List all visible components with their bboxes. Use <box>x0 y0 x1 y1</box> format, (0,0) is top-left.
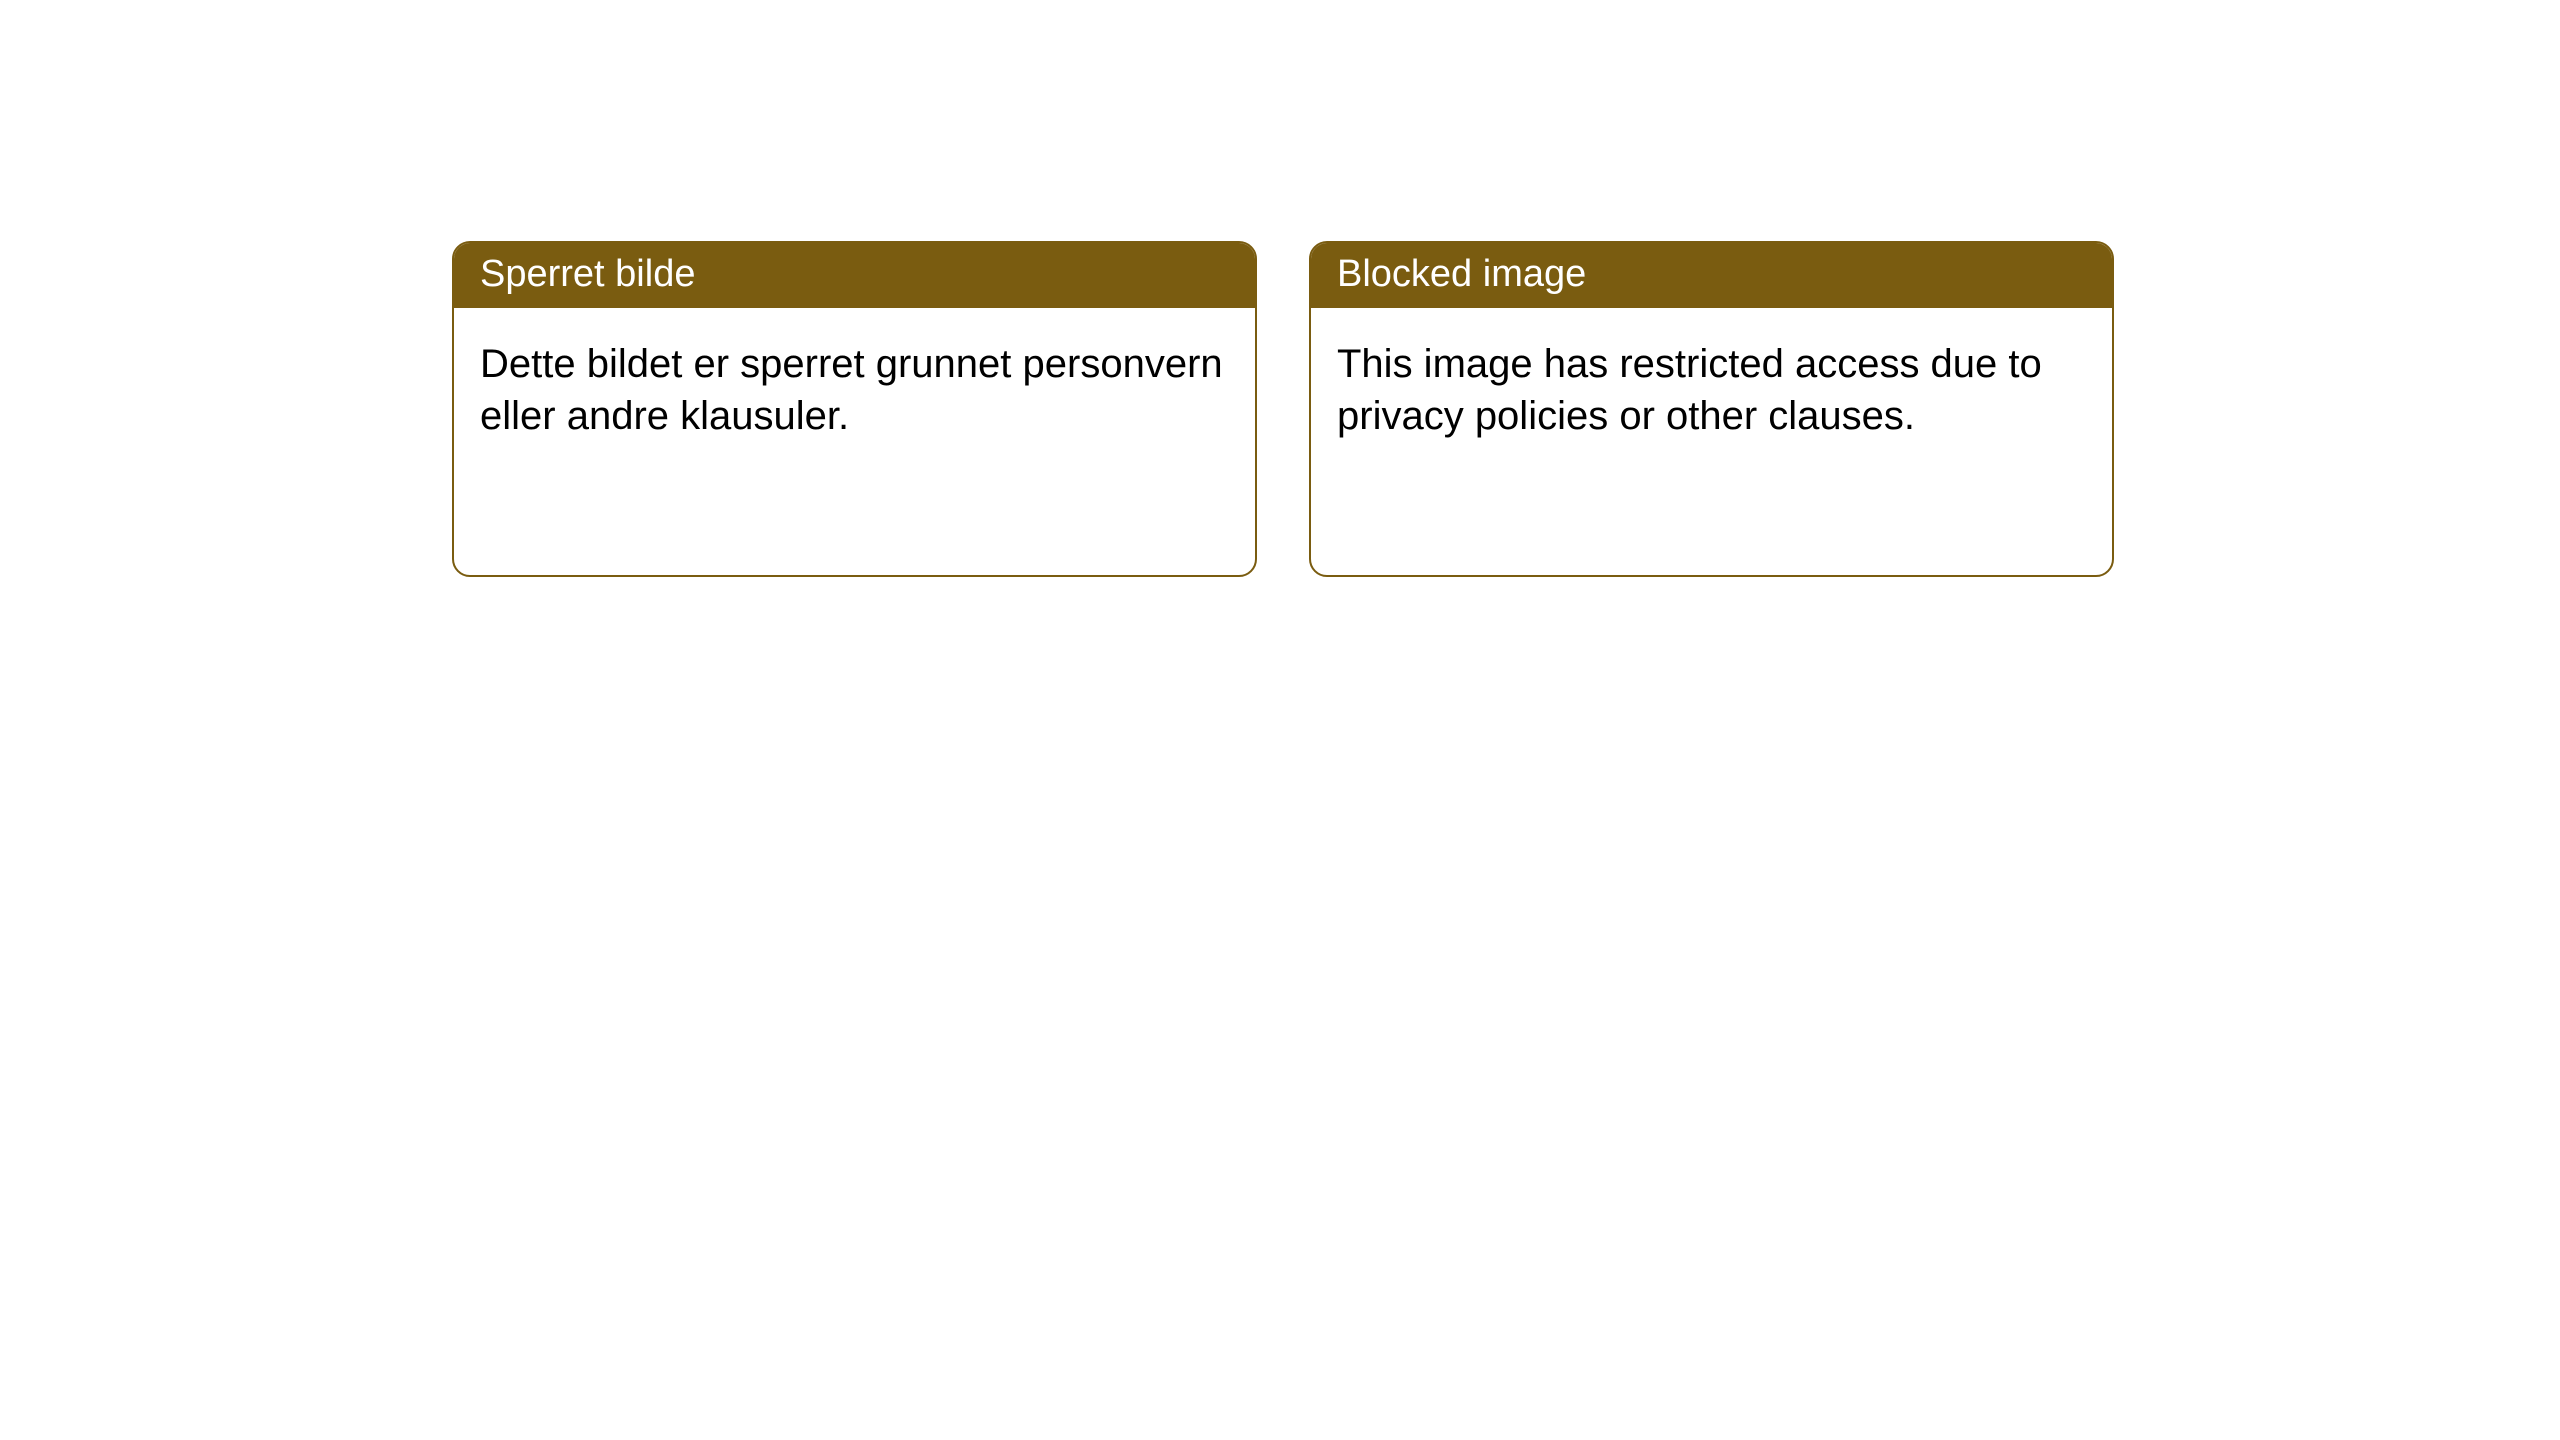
notice-body-english: This image has restricted access due to … <box>1311 308 2112 468</box>
notice-header-norwegian: Sperret bilde <box>454 243 1255 308</box>
notice-header-english: Blocked image <box>1311 243 2112 308</box>
notice-body-norwegian: Dette bildet er sperret grunnet personve… <box>454 308 1255 468</box>
notice-container: Sperret bilde Dette bildet er sperret gr… <box>0 0 2560 577</box>
notice-card-english: Blocked image This image has restricted … <box>1309 241 2114 577</box>
notice-card-norwegian: Sperret bilde Dette bildet er sperret gr… <box>452 241 1257 577</box>
